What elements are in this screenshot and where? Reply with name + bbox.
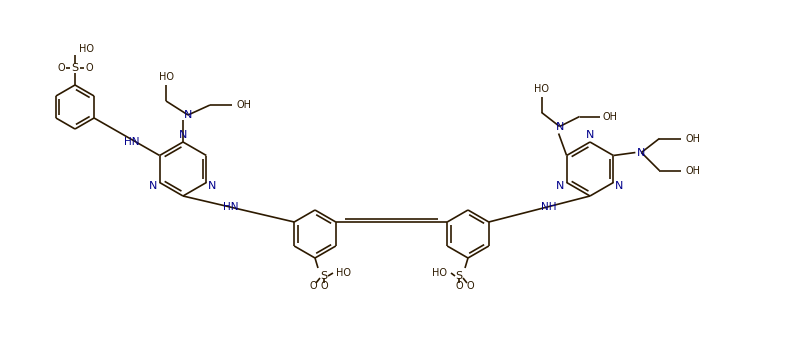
Text: N: N [209,181,217,191]
Text: OH: OH [686,165,701,176]
Text: S: S [455,271,463,281]
Text: HO: HO [534,84,549,93]
Text: N: N [149,181,157,191]
Text: HN: HN [223,202,238,212]
Text: N: N [637,147,646,157]
Text: HO: HO [336,268,351,278]
Text: OH: OH [686,134,701,143]
Text: HO: HO [432,268,447,278]
Text: N: N [586,130,594,140]
Text: O: O [455,281,463,291]
Text: O: O [320,281,328,291]
Text: N: N [615,181,624,191]
Text: N: N [184,110,193,120]
Text: N: N [556,181,565,191]
Text: O: O [309,281,317,291]
Text: O: O [58,63,65,73]
Text: N: N [555,122,564,131]
Text: OH: OH [602,111,617,122]
Text: N: N [179,130,187,140]
Text: OH: OH [237,100,252,110]
Text: S: S [320,271,328,281]
Text: S: S [71,63,78,73]
Text: HO: HO [79,44,94,54]
Text: NH: NH [541,202,556,212]
Text: O: O [85,63,93,73]
Text: O: O [466,281,474,291]
Text: HO: HO [158,72,173,82]
Text: HN: HN [124,137,140,147]
